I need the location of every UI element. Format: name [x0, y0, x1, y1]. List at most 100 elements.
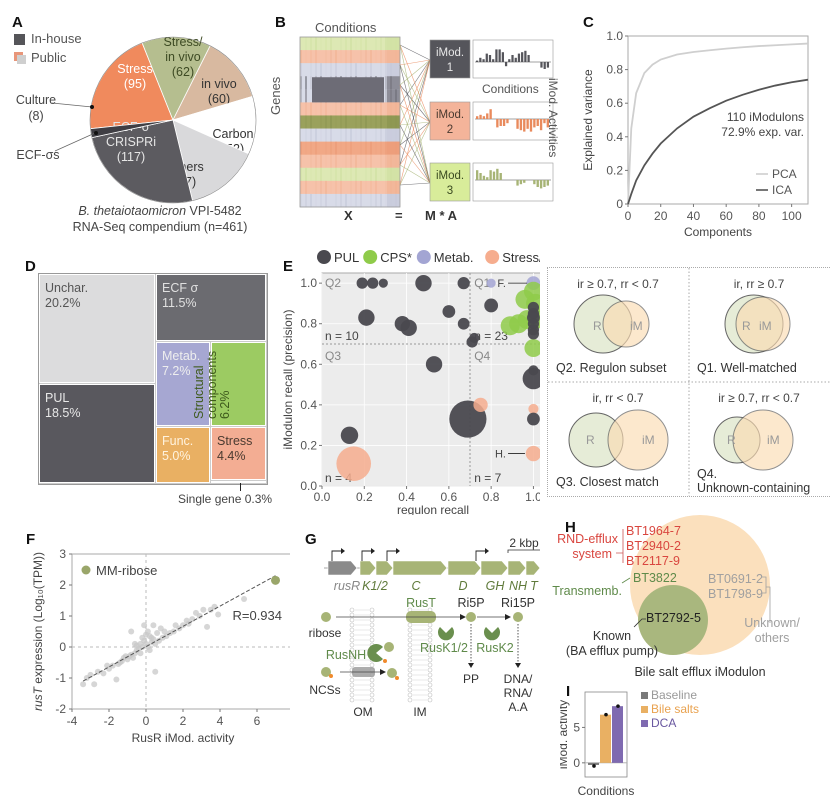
venn-rule: ir ≥ 0.7, rr < 0.7 — [718, 391, 800, 405]
heatmap-stripe — [365, 141, 367, 155]
panel-a-pie: In-house Public Stress (95) Stress/in vivo… — [0, 0, 270, 245]
heatmap-stripe — [370, 180, 372, 195]
heatmap-stripe — [330, 141, 332, 155]
i-ytick-label: 5 — [573, 720, 580, 734]
e-ytick-label: 0.0 — [300, 479, 317, 493]
f-point — [131, 640, 138, 647]
lipid-head — [369, 627, 375, 633]
lipid-head — [349, 637, 355, 643]
f-point — [130, 654, 137, 661]
pie-label-ecf-sigmas: ECF-σs — [16, 148, 59, 162]
heatmap-stripe — [370, 154, 372, 169]
gene-label: T — [530, 579, 539, 593]
heatmap-stripe — [355, 180, 357, 195]
heatmap-stripe — [385, 50, 387, 64]
lipid-head — [349, 617, 355, 623]
heatmap-stripe — [325, 141, 327, 155]
h-known-label: Known — [593, 629, 631, 643]
f-point — [204, 623, 211, 630]
heatmap-stripe — [305, 180, 307, 195]
activity-bar — [498, 49, 501, 62]
activity-bar — [514, 57, 517, 62]
heatmap-stripe — [300, 180, 302, 195]
heatmap-stripe — [350, 154, 352, 169]
f-ytick-label: 1 — [59, 609, 66, 623]
heatmap-stripe — [310, 128, 312, 142]
e-callout-h: H. — [495, 449, 506, 461]
lipid-head — [349, 697, 355, 703]
g-rusnh-label: RusNH — [326, 648, 366, 662]
f-ylabel: rusT expression (Log₁₀(TPM)) — [31, 552, 45, 711]
heatmap-stripe — [360, 180, 362, 195]
heatmap-stripe — [305, 128, 307, 142]
heatmap-stripe — [365, 50, 367, 64]
e-quadrant-label: Q3 — [325, 349, 341, 363]
activity-bar — [533, 180, 536, 185]
arrowhead — [460, 614, 466, 620]
h-unknown-gene: BT0691-2 — [708, 572, 763, 586]
heatmap-stripe — [330, 154, 332, 169]
panel-label-d: D — [25, 258, 36, 275]
caption-compendium: RNA-Seq compendium (n=461) — [72, 220, 248, 234]
heatmap-stripe — [305, 50, 307, 64]
heatmap-stripe — [325, 37, 327, 51]
h-rnd-label-2: system — [572, 547, 612, 561]
activity-bar — [482, 59, 485, 62]
lipid-head — [369, 697, 375, 703]
gene-arrow — [480, 560, 509, 576]
heatmap-stripe — [340, 102, 342, 116]
f-point — [148, 634, 155, 641]
e-point-stress-ecf- — [336, 446, 372, 481]
heatmap-stripe — [315, 128, 317, 142]
c-xtick-label: 20 — [654, 209, 668, 223]
imod-box-label: iMod. — [436, 109, 464, 121]
activity-bar — [543, 62, 546, 69]
b-activities-title: iMod. Activities — [546, 78, 560, 158]
lipid-head — [407, 687, 413, 693]
panel-label-g: G — [305, 531, 317, 548]
heatmap-stripe — [375, 193, 377, 208]
f-legend-label: MM-ribose — [96, 563, 157, 578]
heatmap-stripe — [330, 128, 332, 142]
e-point-pul — [425, 356, 443, 373]
treemap-label: ECF σ 11.5% — [162, 281, 198, 311]
pie-label: in vivo — [201, 77, 236, 91]
heatmap-stripe — [315, 154, 317, 169]
f-point — [141, 622, 148, 629]
e-xtick-label: 0.6 — [441, 490, 458, 504]
heatmap-stripe — [345, 128, 347, 142]
panel-e-scatter: 0.0 0.2 0.4 0.6 0.8 1.0 0.0 0.2 0.4 0.6 0.8 1.0 regu… — [281, 250, 540, 515]
heatmap-stripe — [385, 141, 387, 155]
heatmap-stripe — [340, 180, 342, 195]
i-bar-bile-salts — [600, 714, 611, 763]
activity-bar — [506, 119, 509, 124]
g-scale-bar — [507, 549, 540, 553]
panel-g-pathway: 2 kbp rusR K1/2 C D GH NH T OM IM RusT ribose Ri5P Ri… — [309, 536, 540, 719]
heatmap-stripe — [375, 128, 377, 142]
lipid-head — [349, 642, 355, 648]
f-point — [215, 611, 222, 618]
heatmap-stripe — [385, 76, 387, 90]
f-point — [157, 625, 164, 632]
heatmap-stripe — [360, 141, 362, 155]
b-conditions-title: Conditions — [315, 20, 377, 35]
g-im-label: IM — [413, 705, 426, 719]
f-point — [128, 628, 135, 635]
heatmap-stripe — [385, 128, 387, 142]
f-xtick-label: 4 — [217, 714, 224, 728]
h-known-gene: BT2792-5 — [646, 611, 701, 625]
f-point — [87, 671, 94, 678]
legend-public-swatch — [14, 52, 26, 64]
activity-bar — [482, 116, 486, 119]
heatmap-cell-end — [387, 141, 400, 155]
heatmap-stripe — [335, 180, 337, 195]
lipid-head — [407, 677, 413, 683]
lipid-head — [349, 607, 355, 613]
f-point — [189, 616, 196, 623]
venn-rule: ir ≥ 0.7, rr < 0.7 — [577, 277, 659, 291]
treemap-cell-single-gene — [211, 481, 266, 483]
lipid-head — [427, 687, 433, 693]
heatmap-stripe — [320, 180, 322, 195]
heatmap-stripe — [370, 63, 372, 77]
